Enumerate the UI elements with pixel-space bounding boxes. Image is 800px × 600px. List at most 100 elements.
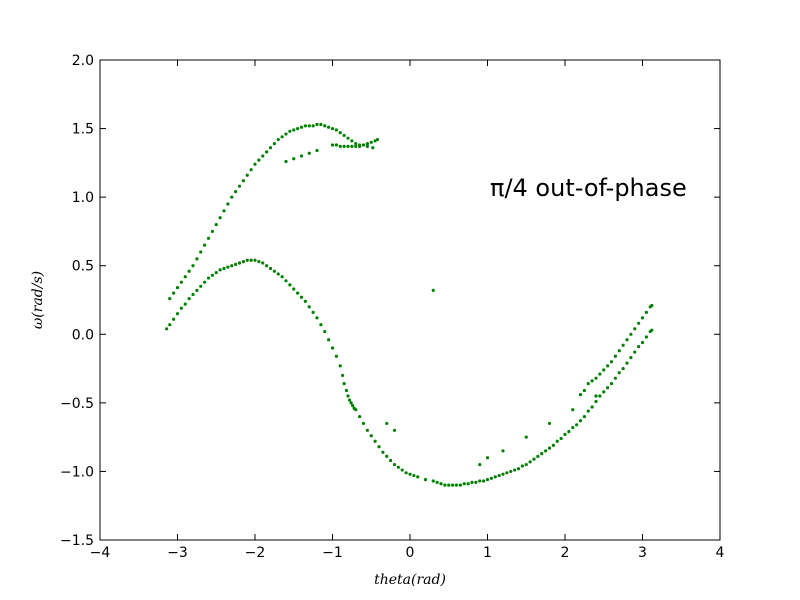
data-point bbox=[342, 382, 346, 386]
data-point bbox=[602, 368, 606, 372]
data-point bbox=[319, 323, 323, 327]
data-point bbox=[478, 462, 482, 467]
data-point bbox=[218, 268, 222, 272]
data-point bbox=[230, 264, 234, 268]
data-point bbox=[404, 471, 408, 475]
data-point bbox=[458, 483, 462, 487]
data-point bbox=[303, 299, 307, 303]
data-point bbox=[373, 439, 377, 443]
data-point bbox=[292, 157, 296, 161]
y-tick-label: 2.0 bbox=[72, 53, 94, 69]
data-point bbox=[644, 310, 648, 314]
data-point bbox=[358, 414, 362, 419]
data-point bbox=[165, 327, 169, 331]
data-point bbox=[637, 345, 641, 349]
data-point bbox=[334, 128, 338, 132]
data-point bbox=[179, 280, 183, 284]
data-point bbox=[237, 184, 242, 188]
x-tick-label: 4 bbox=[716, 545, 725, 561]
data-point bbox=[485, 478, 490, 482]
data-point bbox=[206, 236, 211, 240]
data-point bbox=[590, 405, 594, 409]
y-axis-label: ω(rad/s) bbox=[30, 271, 46, 329]
data-point bbox=[547, 421, 552, 426]
data-point bbox=[474, 480, 478, 484]
data-point bbox=[311, 124, 315, 128]
data-point bbox=[567, 430, 571, 434]
data-point bbox=[416, 475, 420, 479]
data-point bbox=[536, 454, 540, 458]
data-point bbox=[555, 439, 559, 443]
data-point bbox=[520, 464, 524, 468]
data-point bbox=[346, 136, 350, 140]
data-point bbox=[621, 366, 625, 371]
data-point bbox=[257, 260, 261, 264]
data-point bbox=[222, 209, 226, 213]
data-point bbox=[373, 139, 377, 143]
data-point bbox=[272, 269, 276, 273]
x-tick-label: −1 bbox=[322, 545, 343, 561]
data-point bbox=[451, 483, 455, 487]
data-point bbox=[497, 473, 501, 478]
data-point bbox=[582, 414, 586, 419]
data-point bbox=[183, 275, 187, 279]
data-point bbox=[358, 143, 362, 147]
data-point bbox=[609, 360, 614, 364]
data-point bbox=[245, 258, 249, 262]
data-point bbox=[412, 473, 416, 478]
data-point bbox=[253, 258, 257, 262]
data-point bbox=[241, 179, 245, 183]
data-point bbox=[265, 264, 269, 268]
data-point bbox=[625, 338, 629, 342]
data-point bbox=[578, 393, 583, 397]
x-tick-label: 3 bbox=[638, 545, 647, 561]
data-point bbox=[299, 125, 304, 129]
data-point bbox=[199, 250, 203, 254]
data-point bbox=[598, 372, 602, 376]
data-point bbox=[361, 421, 366, 426]
data-point bbox=[637, 321, 641, 325]
data-point bbox=[609, 382, 614, 386]
y-tick-label: −1.5 bbox=[60, 533, 94, 549]
data-point bbox=[547, 446, 552, 450]
y-tick-label: 1.5 bbox=[72, 122, 94, 138]
data-point bbox=[191, 292, 195, 297]
data-point bbox=[443, 483, 447, 487]
data-point bbox=[203, 243, 207, 247]
data-point bbox=[447, 483, 451, 487]
data-point bbox=[629, 332, 633, 336]
data-point bbox=[311, 310, 315, 314]
data-point bbox=[222, 266, 226, 271]
data-point bbox=[563, 432, 567, 436]
data-point bbox=[168, 323, 172, 327]
data-point bbox=[183, 302, 187, 306]
data-point bbox=[439, 482, 443, 486]
data-point bbox=[175, 286, 180, 290]
data-point bbox=[613, 376, 617, 380]
data-point bbox=[400, 468, 404, 472]
data-point bbox=[257, 158, 261, 162]
data-point bbox=[551, 443, 555, 447]
data-point bbox=[606, 386, 610, 390]
data-point bbox=[598, 394, 602, 398]
data-point bbox=[466, 482, 470, 486]
data-point bbox=[346, 144, 350, 148]
data-point bbox=[230, 195, 234, 199]
data-point bbox=[485, 456, 490, 460]
data-point bbox=[351, 404, 355, 408]
data-point bbox=[280, 275, 284, 279]
data-point bbox=[470, 480, 474, 484]
data-point bbox=[340, 373, 345, 378]
data-point bbox=[288, 129, 292, 133]
data-point bbox=[617, 371, 621, 375]
data-point bbox=[354, 144, 358, 148]
data-point bbox=[284, 132, 288, 136]
data-point bbox=[640, 340, 645, 345]
data-point bbox=[276, 137, 280, 142]
data-point bbox=[350, 144, 354, 148]
data-point bbox=[241, 260, 245, 264]
data-point bbox=[625, 361, 629, 365]
y-tick-label: −1.0 bbox=[60, 464, 94, 480]
data-point bbox=[606, 364, 610, 368]
axis-ticks: −4 −3 −2 −1 0 1 2 3 4 −1.5 −1.0 −0.5 0.0 0.5 1.0 1.5 2.0 bbox=[60, 53, 725, 561]
